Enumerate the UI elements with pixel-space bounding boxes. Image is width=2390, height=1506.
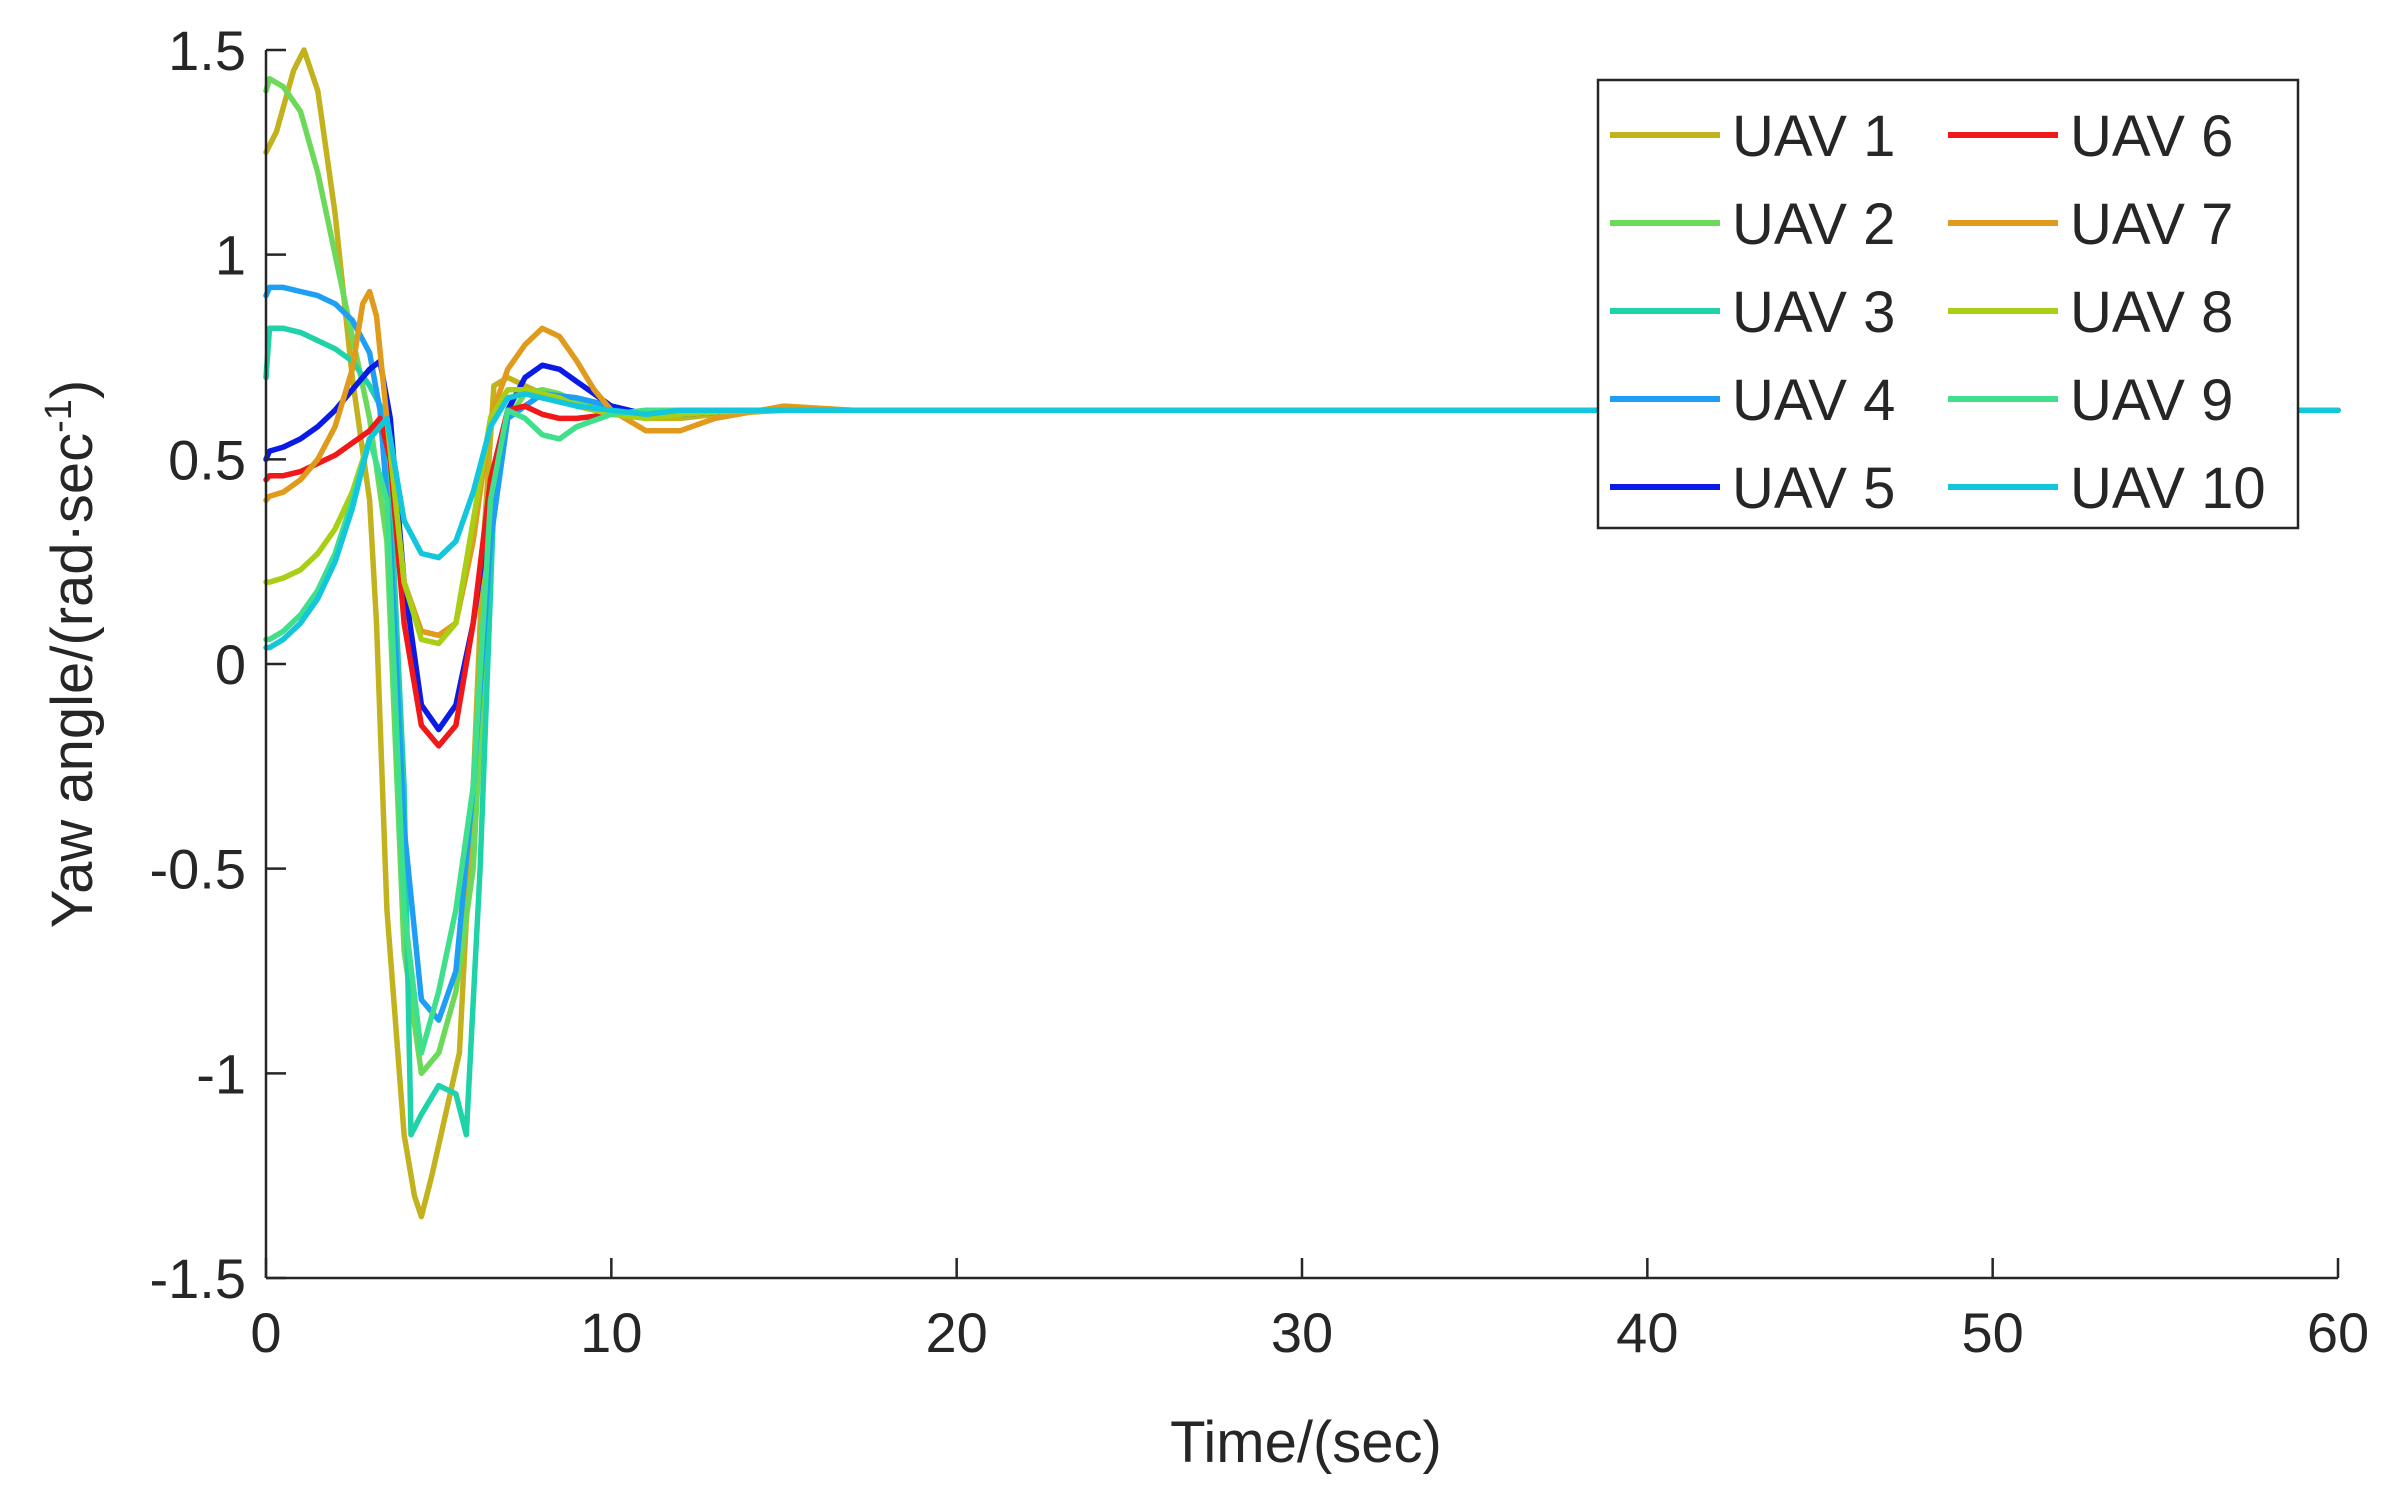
series-line-uav-7 <box>263 288 2341 639</box>
x-tick-label: 30 <box>1271 1301 1333 1364</box>
x-axis-label: Time/(sec) <box>1170 1410 1442 1475</box>
axes-layer <box>264 48 2340 1280</box>
series-line-uav-8 <box>263 386 2341 647</box>
y-tick-label: -1 <box>196 1042 246 1105</box>
legend-box <box>1596 78 2300 530</box>
legend-label-uav-7: UAV 7 <box>2070 192 2233 257</box>
y-tick-label: 1 <box>215 224 246 287</box>
x-tick-label: 20 <box>926 1301 988 1364</box>
legend-label-uav-4: UAV 4 <box>1732 368 1895 433</box>
legend-label-uav-1: UAV 1 <box>1732 104 1895 169</box>
legend: UAV 1 UAV 2 UAV 3 UAV 4 UAV 5 UAV 6 UAV 7 UAV 8… <box>1596 78 2300 530</box>
y-tick-label: -0.5 <box>150 838 247 901</box>
tick-label-layer: 0 10 20 30 40 50 60 -1.5 -1 -0.5 0 0.5 1 1.5 <box>150 19 2370 1364</box>
y-tick-label: -1.5 <box>150 1247 247 1310</box>
x-tick-label: 10 <box>580 1301 642 1364</box>
series-layer <box>263 47 2341 1220</box>
legend-label-uav-5: UAV 5 <box>1732 456 1895 521</box>
y-axis-label: Yaw angle/(rad·sec-1) <box>38 380 105 929</box>
legend-label-uav-10: UAV 10 <box>2070 456 2266 521</box>
y-tick-label: 0 <box>215 633 246 696</box>
legend-label-uav-9: UAV 9 <box>2070 368 2233 433</box>
y-axis-label-main: Yaw angle/(rad·sec <box>40 433 105 928</box>
x-tick-label: 40 <box>1616 1301 1678 1364</box>
y-axis-label-close: ) <box>40 380 105 399</box>
y-axis-label-exponent: -1 <box>38 399 80 433</box>
series-line-uav-10 <box>263 391 2341 651</box>
y-tick-label: 1.5 <box>168 19 246 82</box>
legend-label-uav-3: UAV 3 <box>1732 280 1895 345</box>
x-tick-label: 60 <box>2307 1301 2369 1364</box>
legend-label-uav-2: UAV 2 <box>1732 192 1895 257</box>
legend-label-uav-8: UAV 8 <box>2070 280 2233 345</box>
legend-label-uav-6: UAV 6 <box>2070 104 2233 169</box>
x-tick-label: 50 <box>1962 1301 2024 1364</box>
y-tick-label: 0.5 <box>168 428 246 491</box>
x-tick-label: 0 <box>250 1301 281 1364</box>
